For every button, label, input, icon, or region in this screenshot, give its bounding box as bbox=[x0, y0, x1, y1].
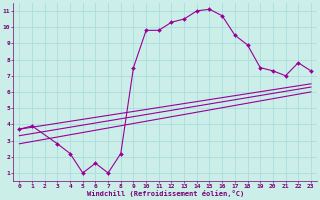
X-axis label: Windchill (Refroidissement éolien,°C): Windchill (Refroidissement éolien,°C) bbox=[86, 190, 244, 197]
